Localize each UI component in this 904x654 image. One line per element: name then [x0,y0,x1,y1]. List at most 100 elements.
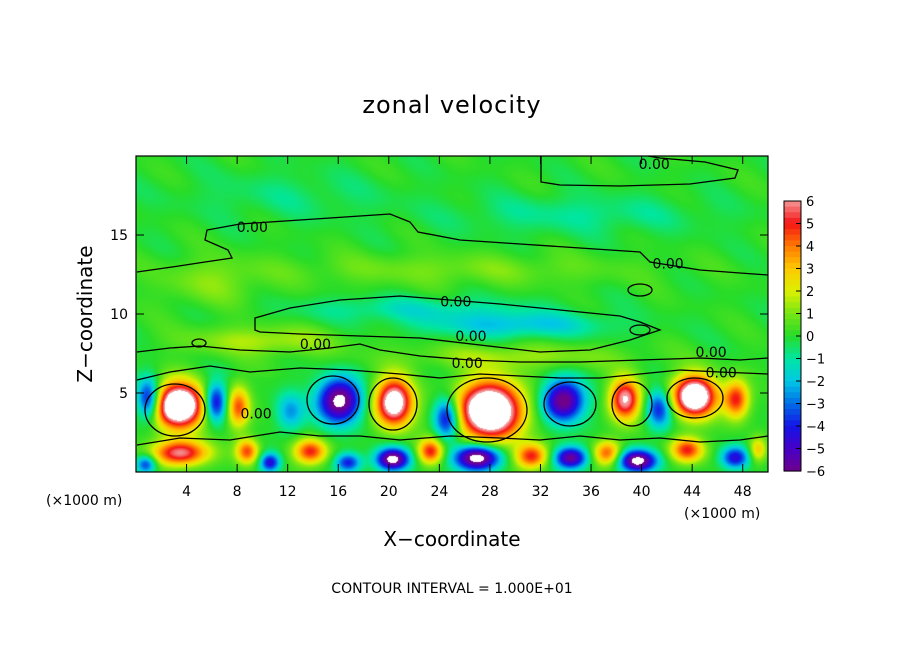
contour-cell-9 [627,283,653,297]
x-tick-label: 16 [329,484,347,500]
colorbar-swatch [784,375,801,382]
colorbar-swatch [784,274,801,281]
colorbar-swatch [784,291,801,298]
x-tick-label: 8 [233,484,242,500]
contour-cell-7 [666,377,724,419]
contour-line-top-right [540,155,739,187]
colorbar-swatch [784,279,801,286]
x-tick-label: 44 [683,484,701,500]
contour-cell-2 [306,375,360,425]
contour-line-mid-band [254,295,662,353]
colorbar-swatch [784,414,801,421]
colorbar-swatch [784,307,801,315]
contour-label: 0.00 [639,157,670,173]
zero-contour-lines [136,155,769,446]
colorbar-tick-label: −2 [806,375,825,390]
y-tick-label: 15 [110,228,128,244]
contour-cell-8 [191,338,207,348]
x-tick-label: 32 [532,484,550,500]
contour-value-labels: 0.00 0.00 0.00 0.00 0.00 0.00 0.00 0.00 0.00 0.00 [237,157,737,423]
colorbar-swatch [784,358,801,365]
colorbar: 6 5 4 3 2 1 0 −1 −2 −3 −4 −5 −6 [783,195,825,480]
colorbar-tick-label: 4 [806,240,814,255]
x-tick-label: 12 [279,484,297,500]
colorbar-swatch [784,442,801,450]
colorbar-swatch [784,234,801,241]
colorbar-swatch [784,240,801,247]
colorbar-swatch [784,313,801,320]
colorbar-swatch [784,426,801,433]
y-tick-label: 10 [110,307,128,323]
colorbar-swatch [784,206,801,213]
colorbar-swatch [784,369,801,376]
colorbar-swatch [784,302,801,309]
contour-label: 0.00 [237,220,268,236]
contour-cell-6 [611,381,653,427]
contour-label: 0.00 [653,256,684,272]
contour-cell-3 [368,377,418,431]
colorbar-tick-label: 2 [806,285,814,300]
colorbar-swatch [784,459,801,466]
x-tick-label: 20 [380,484,398,500]
colorbar-tick-label: 3 [806,263,814,278]
colorbar-tick-label: 0 [806,330,814,345]
y-axis-ticks: 5 10 15 [110,228,768,402]
colorbar-swatch [784,420,801,427]
colorbar-swatch [784,341,801,348]
colorbar-swatch [784,437,801,444]
contour-label: 0.00 [300,337,331,353]
x-tick-label: 48 [734,484,752,500]
contour-line-upper [136,213,769,276]
contour-cell-10 [629,324,651,336]
y-axis-label: Z−coordinate [73,245,97,382]
colorbar-swatch [784,246,801,253]
colorbar-swatch [784,397,801,405]
colorbar-swatch [784,386,801,393]
colorbar-tick-label: −3 [806,398,825,413]
colorbar-tick-label: 1 [806,308,814,323]
x-axis-label: X−coordinate [383,527,520,551]
chart-title: zonal velocity [362,91,541,119]
colorbar-tick-label: 5 [806,218,814,233]
colorbar-swatch [784,381,801,388]
colorbar-swatch [784,257,801,264]
colorbar-swatch [784,352,801,360]
colorbar-swatch [784,454,801,461]
velocity-field-heatmap [136,156,768,472]
colorbar-swatch [784,201,801,208]
colorbar-swatch [784,285,801,292]
x-unit-left: (×1000 m) [46,493,122,509]
colorbar-swatch [784,403,801,410]
contour-line-lower-band [136,343,769,363]
colorbar-swatch [784,217,801,225]
colorbar-swatch [784,262,801,270]
y-tick-label: 5 [119,386,128,402]
colorbar-swatch [784,336,801,343]
x-tick-label: 36 [582,484,600,500]
colorbar-swatch [784,392,801,399]
colorbar-swatch [784,465,801,472]
colorbar-swatch [784,324,801,331]
x-unit-right: (×1000 m) [684,506,760,522]
contour-line-bottom-layer [136,365,769,381]
contour-label: 0.00 [452,356,483,372]
x-axis-ticks: 4 8 12 16 20 24 28 32 36 40 44 48 [182,156,752,500]
colorbar-tick-label: −1 [806,353,825,368]
colorbar-swatch [784,448,801,455]
colorbar-swatch [784,251,801,258]
contour-label: 0.00 [455,329,486,345]
x-tick-label: 4 [182,484,191,500]
colorbar-swatch [784,409,801,416]
colorbar-swatch [784,347,801,354]
colorbar-tick-label: 6 [806,195,814,210]
contour-label: 0.00 [696,345,727,361]
colorbar-swatch [784,268,801,275]
plot-field-container [136,156,768,472]
contour-cell-5 [543,381,597,427]
contour-cell-1 [144,383,206,437]
colorbar-tick-label: −5 [806,443,825,458]
x-tick-label: 24 [430,484,448,500]
contour-label: 0.00 [240,407,271,423]
colorbar-swatch [784,212,801,219]
